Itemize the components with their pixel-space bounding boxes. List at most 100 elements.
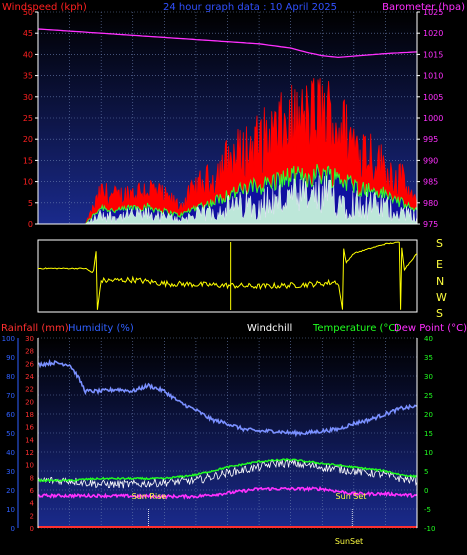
windspeed-tick-label: 10 <box>23 178 33 187</box>
temp-tick-label: 10 <box>424 449 433 457</box>
hour-tick-label: 10 <box>184 537 194 546</box>
humidity-tick-label: 100 <box>2 335 15 343</box>
windchill-line <box>37 458 418 489</box>
rain-tick-label: 8 <box>30 474 34 482</box>
temperature-line <box>37 458 418 483</box>
temp-tick-label: 15 <box>424 430 433 438</box>
rain-tick-label: 4 <box>30 500 35 508</box>
windspeed-tick-label: 5 <box>28 199 33 208</box>
hour-tick-label: 02 <box>57 232 67 241</box>
barometer-axis-label: Barometer (hpa) <box>382 2 465 13</box>
humidity-line <box>37 358 418 438</box>
hour-tick-label: 20 <box>342 537 352 546</box>
humidity-tick-label: 60 <box>6 411 15 419</box>
legend-windchill: Windchill <box>247 323 292 334</box>
hour-tick-label: 12 <box>215 537 225 546</box>
windspeed-tick-label: 20 <box>23 135 33 144</box>
temp-tick-label: 35 <box>424 354 433 362</box>
temp-tick-label: 20 <box>424 411 433 419</box>
temp-tick-label: 40 <box>424 335 433 343</box>
windspeed-tick-label: 30 <box>23 93 33 102</box>
hour-tick-label: 18 <box>310 537 320 546</box>
barometer-tick-label: 1005 <box>423 93 443 102</box>
direction-tick-label: S <box>436 237 443 250</box>
humidity-tick-label: 90 <box>6 354 15 362</box>
dewpoint-line <box>38 485 418 500</box>
rain-tick-label: 6 <box>30 487 35 495</box>
legend-temperature: Temperature (°C) <box>312 323 399 334</box>
wind-baro-series <box>37 28 418 225</box>
windspeed-tick-label: 50 <box>23 8 33 17</box>
temp-tick-label: -10 <box>424 525 435 533</box>
wind-baro-gridlines <box>38 11 418 225</box>
hour-tick-label: 20 <box>342 232 352 241</box>
windspeed-tick-label: 45 <box>23 29 33 38</box>
rain-tick-label: 20 <box>25 398 34 406</box>
barometer-tick-label: 1015 <box>423 50 443 59</box>
hour-tick-label: 14 <box>247 232 257 241</box>
rain-tick-label: 22 <box>25 386 34 394</box>
rain-tick-label: 12 <box>25 449 34 457</box>
windspeed-tick-label: 0 <box>28 220 33 229</box>
windspeed-axis-label: Windspeed (kph) <box>2 2 87 13</box>
temp-tick-label: -5 <box>424 506 431 514</box>
hour-tick-label: 22 <box>373 232 383 241</box>
humidity-tick-label: 40 <box>6 449 15 457</box>
hour-tick-label: 00 <box>405 232 415 241</box>
hour-tick-label: 16 <box>278 232 288 241</box>
barometer-tick-label: 990 <box>423 156 438 165</box>
hour-tick-label: 00 <box>405 537 415 546</box>
hour-tick-label: 04 <box>89 537 99 546</box>
legend-rainfall: Rainfall (mm) <box>1 323 69 334</box>
rain-tick-label: 16 <box>25 424 34 432</box>
humidity-tick-label: 10 <box>6 506 15 514</box>
hour-tick-label: 06 <box>121 537 131 546</box>
windspeed-tick-label: 40 <box>23 50 33 59</box>
temp-tick-label: 25 <box>424 392 433 400</box>
barometer-line <box>37 28 418 59</box>
barometer-tick-label: 980 <box>423 199 438 208</box>
barometer-tick-label: 1000 <box>423 114 443 123</box>
hour-tick-label: 04 <box>89 232 99 241</box>
barometer-tick-label: 995 <box>423 135 438 144</box>
hour-tick-label: 08 <box>152 232 162 241</box>
direction-tick-label: E <box>436 258 443 271</box>
legend-dewpoint: Dew Point (°C) <box>394 323 467 334</box>
wind-direction-series <box>37 241 418 310</box>
barometer-tick-label: 1025 <box>423 8 443 17</box>
sun-rise-label: Sun Rise <box>132 492 167 501</box>
sunset-x-label: SunSet <box>335 537 363 546</box>
wind-baro-axes: 0510152025303540455097598098599099510001… <box>23 8 444 241</box>
sun-set-label: Sun Set <box>336 492 367 501</box>
chart-title: 24 hour graph data : 10 April 2025 <box>163 2 337 13</box>
temp-hum-axes: 0102030405060708090100024681012141618202… <box>2 335 436 546</box>
humidity-tick-label: 20 <box>6 487 15 495</box>
hour-tick-label: 02 <box>57 537 67 546</box>
temp-tick-label: 30 <box>424 373 433 381</box>
rain-tick-label: 30 <box>25 335 34 343</box>
hour-tick-label: 08 <box>152 537 162 546</box>
barometer-tick-label: 985 <box>423 178 438 187</box>
temp-hum-series <box>37 358 418 528</box>
humidity-tick-label: 80 <box>6 373 15 381</box>
windspeed-tick-label: 25 <box>23 114 33 123</box>
rain-tick-label: 18 <box>25 411 34 419</box>
rain-tick-label: 0 <box>30 525 34 533</box>
windspeed-tick-label: 35 <box>23 72 33 81</box>
rain-tick-label: 2 <box>30 512 34 520</box>
hour-tick-label: 18 <box>310 232 320 241</box>
windspeed-tick-label: 15 <box>23 156 33 165</box>
barometer-tick-label: 1010 <box>423 72 443 81</box>
hour-tick-label: 14 <box>247 537 257 546</box>
humidity-tick-label: 70 <box>6 392 15 400</box>
hour-tick-label: 12 <box>215 232 225 241</box>
temp-tick-label: 5 <box>424 468 428 476</box>
direction-tick-label: N <box>436 275 444 288</box>
rain-tick-label: 26 <box>25 360 34 368</box>
humidity-tick-label: 50 <box>6 430 15 438</box>
temp-tick-label: 0 <box>424 487 428 495</box>
barometer-tick-label: 975 <box>423 220 438 229</box>
humidity-tick-label: 0 <box>11 525 15 533</box>
